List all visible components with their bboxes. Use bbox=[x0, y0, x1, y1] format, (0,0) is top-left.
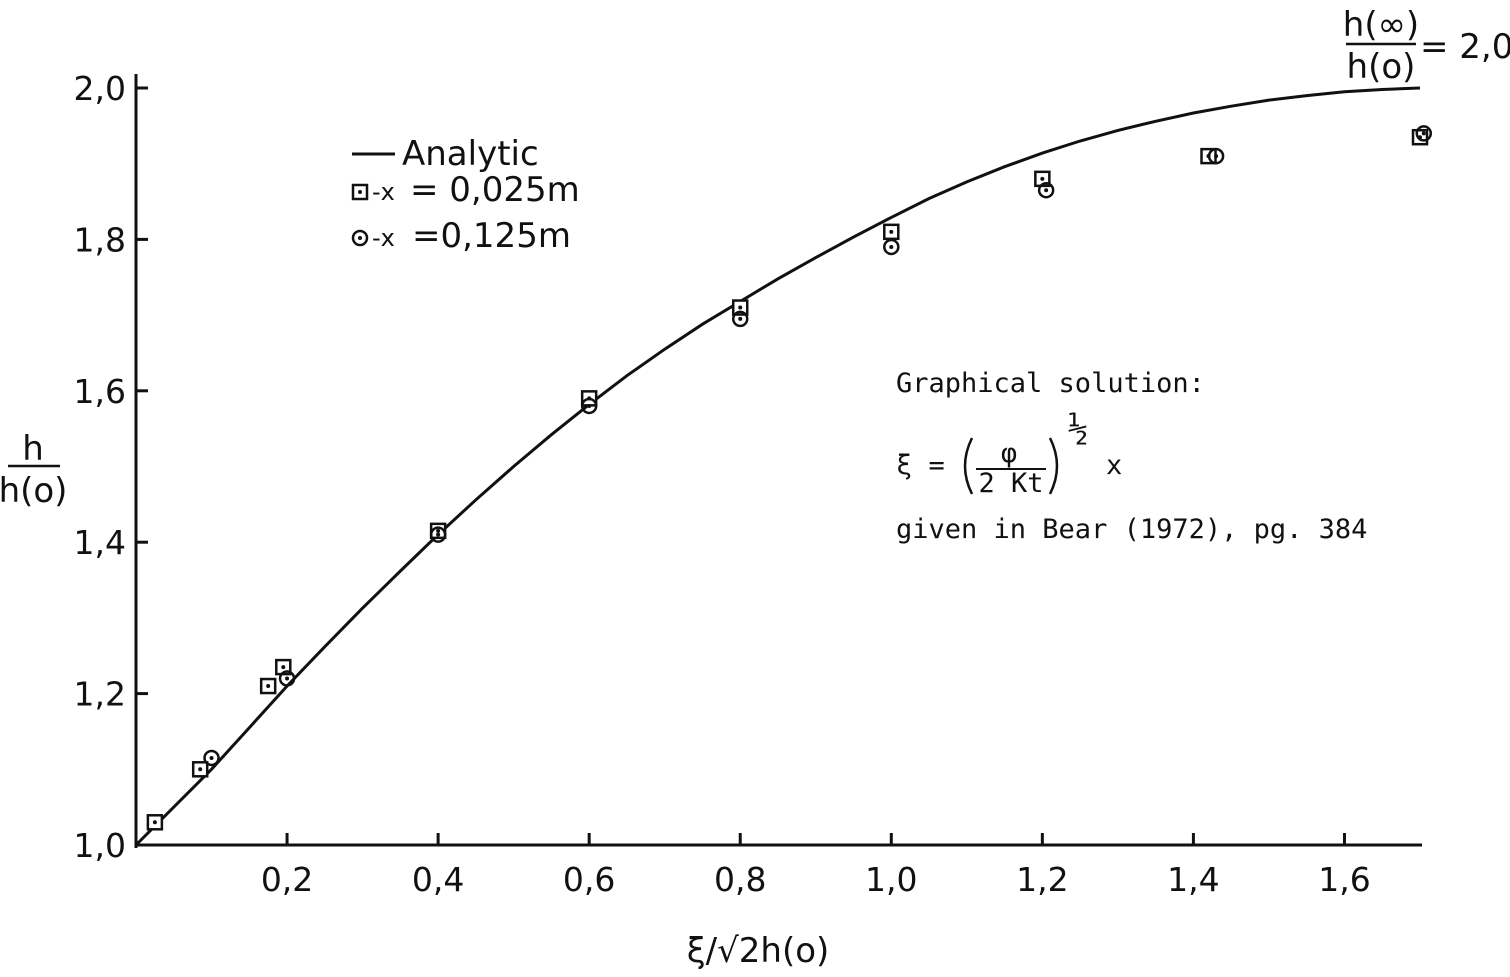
circle-point bbox=[1037, 181, 1055, 199]
note-xi: ξ = bbox=[896, 450, 945, 481]
legend-label-square: = 0,025m bbox=[410, 170, 580, 210]
square-markers bbox=[146, 128, 1429, 831]
circle-markers bbox=[203, 125, 1433, 767]
x-tick-label: 0,6 bbox=[563, 860, 615, 899]
y-tick-label: 2,0 bbox=[74, 69, 126, 108]
legend: Analytic -x = 0,025m -x =0,125m bbox=[351, 134, 580, 256]
analytic-curve bbox=[134, 86, 1421, 847]
legend-label-circle: =0,125m bbox=[412, 216, 571, 256]
x-tick-label: 0,2 bbox=[261, 860, 313, 899]
y-axis-label-denominator: h(o) bbox=[0, 471, 67, 511]
x-tick-label: 0,4 bbox=[412, 860, 464, 899]
square-point bbox=[191, 761, 209, 778]
x-tick-label: 1,2 bbox=[1016, 860, 1068, 899]
note-citation: given in Bear (1972), pg. 384 bbox=[896, 514, 1367, 545]
circle-point bbox=[429, 526, 447, 543]
legend-prefix-square: -x bbox=[372, 178, 395, 206]
circle-point bbox=[278, 670, 296, 687]
note-fraction-numerator: φ bbox=[1001, 438, 1017, 469]
limit-annotation: h(∞) h(o) = 2,0 bbox=[1343, 5, 1510, 87]
circle-point bbox=[203, 749, 220, 767]
graphical-solution-note: Graphical solution: ξ = φ 2 Kt ½ x given… bbox=[896, 368, 1367, 545]
legend-circle-marker bbox=[351, 229, 369, 247]
circle-point bbox=[1415, 125, 1433, 142]
y-tick-label: 1,6 bbox=[74, 372, 126, 411]
square-point bbox=[146, 814, 164, 831]
limit-numerator: h(∞) bbox=[1343, 5, 1419, 45]
circle-point bbox=[731, 310, 749, 328]
legend-label-analytic: Analytic bbox=[402, 134, 539, 174]
x-ticks: 0,2 0,4 0,6 0,8 1,0 1,2 1,4 1,6 bbox=[261, 833, 1371, 899]
x-axis-label: ξ/√2h(o) bbox=[687, 931, 830, 971]
square-point bbox=[731, 299, 749, 316]
y-ticks: 1,0 1,2 1,4 1,6 1,8 2,0 bbox=[74, 69, 148, 865]
y-tick-label: 1,8 bbox=[74, 220, 126, 259]
y-axis-label: h h(o) bbox=[0, 429, 67, 511]
circle-point bbox=[1207, 147, 1225, 165]
y-axis-label-numerator: h bbox=[22, 429, 44, 469]
circle-point bbox=[580, 397, 598, 415]
y-tick-label: 1,0 bbox=[74, 826, 126, 865]
note-left-paren bbox=[963, 437, 974, 495]
legend-square-marker bbox=[351, 183, 369, 201]
note-exponent: ½ bbox=[1068, 409, 1088, 449]
square-point bbox=[259, 677, 277, 695]
legend-prefix-circle: -x bbox=[372, 224, 395, 252]
x-tick-label: 1,6 bbox=[1318, 860, 1370, 899]
limit-value: = 2,0 bbox=[1420, 27, 1510, 67]
x-tick-label: 1,0 bbox=[865, 860, 917, 899]
limit-denominator: h(o) bbox=[1347, 47, 1416, 87]
square-point bbox=[883, 223, 900, 241]
note-title: Graphical solution: bbox=[896, 368, 1205, 399]
y-tick-label: 1,4 bbox=[74, 523, 126, 562]
x-tick-label: 0,8 bbox=[714, 860, 766, 899]
note-fraction-denominator: 2 Kt bbox=[978, 468, 1043, 499]
x-tick-label: 1,4 bbox=[1167, 860, 1219, 899]
note-x: x bbox=[1106, 450, 1122, 481]
y-tick-label: 1,2 bbox=[74, 675, 126, 714]
note-right-paren bbox=[1048, 437, 1059, 495]
circle-point bbox=[883, 238, 900, 256]
